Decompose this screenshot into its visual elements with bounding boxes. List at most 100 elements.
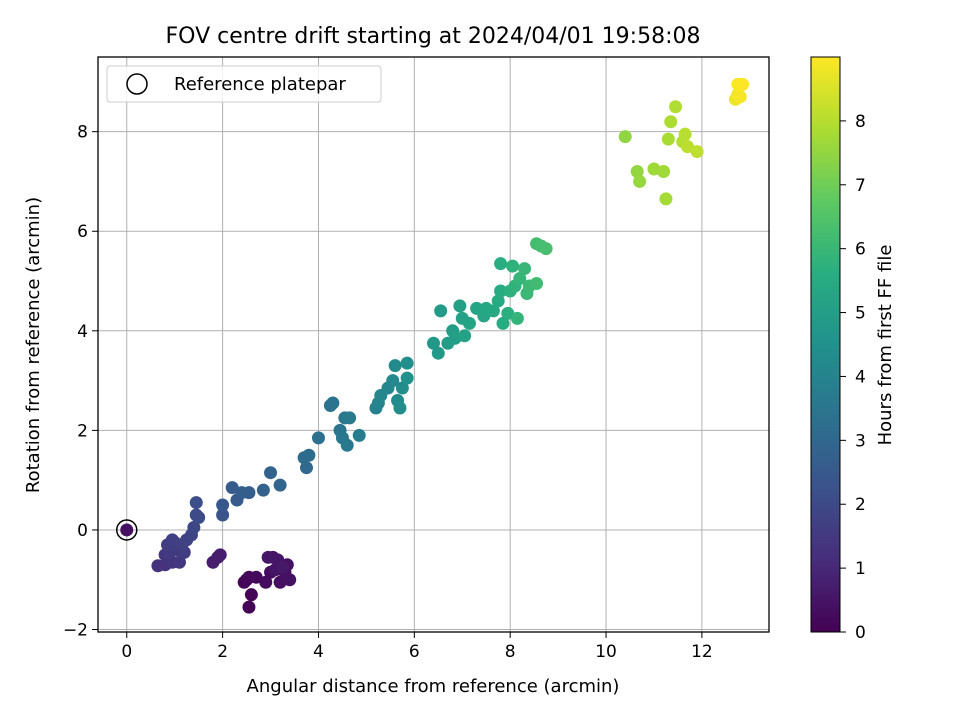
reference-platepar-legend-icon [126,73,148,95]
data-point [630,165,644,179]
colorbar-gradient [810,56,841,633]
colorbar-tick-label: 0 [855,623,866,643]
data-point [453,299,467,313]
data-point [657,165,671,179]
data-point [681,140,695,154]
data-point [539,242,553,256]
y-tick-label: 8 [77,123,88,143]
data-point [518,262,532,276]
x-tick-label: 0 [121,642,132,662]
x-axis-ticks: 0 2 4 6 8 10 12 [121,632,713,662]
y-axis-ticks: −2 0 2 4 6 8 [63,123,98,641]
data-point [395,381,409,395]
colorbar-tick-label: 3 [855,431,866,451]
data-point [172,555,186,569]
data-point [618,130,632,144]
data-point [633,174,647,188]
data-point [187,520,201,534]
x-tick-label: 12 [691,642,713,662]
data-point [400,371,414,385]
colorbar-tick-label: 8 [855,112,866,132]
data-point [736,77,750,91]
data-point [400,356,414,370]
legend-box [106,65,382,103]
data-point [386,374,400,388]
grid [98,57,769,632]
x-tick-label: 10 [595,642,617,662]
data-point [244,588,258,602]
colorbar-tick-label: 7 [855,176,866,196]
legend-label: Reference platepar [174,74,346,95]
data-point [283,573,297,587]
data-point [690,145,704,159]
data-point [165,533,179,547]
data-point [340,438,354,452]
data-point [299,461,313,475]
y-tick-label: 6 [77,222,88,242]
y-tick-label: −2 [63,621,88,641]
reference-fill-point [120,523,134,537]
y-tick-label: 2 [77,421,88,441]
data-point [733,90,747,104]
data-point [216,498,230,512]
data-point [530,277,544,291]
data-point [462,316,476,330]
data-point [501,306,515,320]
data-point [261,550,275,564]
data-point [352,428,366,442]
data-point [434,304,448,318]
x-tick-label: 8 [505,642,516,662]
data-point [388,359,402,373]
data-point [496,316,510,330]
data-point [189,508,203,522]
data-point [225,481,239,495]
x-tick-label: 2 [217,642,228,662]
data-point [431,346,445,360]
colorbar-tick-label: 4 [855,367,866,387]
colorbar-tick-label: 5 [855,304,866,324]
reference-platepar-marker [116,519,138,541]
data-point [276,560,290,574]
data-point [494,257,508,271]
data-point [256,483,270,497]
data-point [311,431,325,445]
x-tick-label: 6 [409,642,420,662]
data-point [486,304,500,318]
data-points [116,77,750,614]
y-axis-label: Rotation from reference (arcmin) [23,197,44,493]
data-point [211,550,225,564]
data-point [216,508,230,522]
data-point [393,401,407,415]
y-tick-label: 0 [77,521,88,541]
data-point [326,396,340,410]
data-point [506,259,520,273]
data-point [273,478,287,492]
colorbar-tick-label: 6 [855,240,866,260]
data-point [458,329,472,343]
y-tick-label: 4 [77,322,88,342]
colorbar-ticks: 0 1 2 3 4 5 6 7 8 [840,112,866,643]
data-point [669,100,683,114]
legend: Reference platepar [106,65,382,103]
x-tick-label: 4 [313,642,324,662]
chart-title: FOV centre drift starting at 2024/04/01 … [166,24,701,49]
data-point [189,496,203,510]
data-point [513,272,527,286]
colorbar-tick-label: 2 [855,495,866,515]
data-point [494,284,508,298]
data-point [343,411,357,425]
colorbar-label: Hours from first FF file [875,245,896,446]
x-axis-label: Angular distance from reference (arcmin) [247,676,620,697]
data-point [678,127,692,141]
colorbar-tick-label: 1 [855,559,866,579]
data-point [491,294,505,308]
data-point [510,311,524,325]
data-point [427,336,440,350]
data-point [659,192,673,206]
data-point [661,132,675,146]
data-point [242,486,256,500]
data-point [249,570,263,584]
data-point [259,575,273,589]
data-point [302,448,316,462]
data-point [664,115,678,129]
